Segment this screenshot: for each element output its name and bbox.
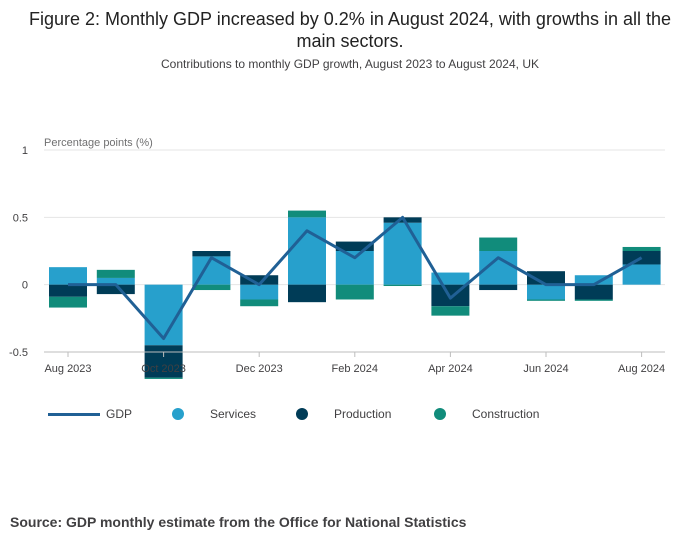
chart-plot: Percentage points (%) 1 0.5 0 -0.5 Aug 2023…: [9, 137, 665, 379]
x-tick-label: Dec 2023: [236, 363, 283, 375]
bar-production: [144, 345, 183, 378]
chart-subtitle: Contributions to monthly GDP growth, Aug…: [160, 57, 539, 71]
bar-construction: [527, 299, 565, 301]
legend-label-production: Production: [334, 407, 392, 421]
y-tick-label: -0.5: [9, 347, 28, 359]
x-tick-label: Feb 2024: [332, 363, 378, 375]
bar-production: [479, 284, 518, 291]
bar-services: [96, 277, 135, 285]
bar-services: [383, 222, 422, 285]
chart-legend: GDP Services Production Construction: [0, 407, 700, 427]
bar-construction: [144, 377, 183, 379]
x-tick-label: Apr 2024: [428, 363, 473, 375]
legend-swatch-gdp: [48, 412, 100, 416]
x-tick-label: Aug 2023: [44, 363, 91, 375]
bar-production: [192, 251, 231, 257]
bar-construction: [622, 246, 661, 251]
bar-production: [288, 284, 326, 303]
legend-swatch-production: [296, 408, 308, 420]
bar-services: [49, 267, 87, 285]
legend-item-production: Production: [296, 407, 391, 421]
bar-production: [96, 284, 135, 295]
bar-services: [622, 264, 661, 285]
legend-swatch-services: [172, 408, 184, 420]
bar-production: [49, 284, 87, 297]
y-tick-label: 1: [22, 145, 28, 157]
bar-construction: [192, 284, 231, 291]
legend-item-services: Services: [172, 407, 256, 421]
source-note: Source: GDP monthly estimate from the Of…: [10, 514, 467, 530]
bar-services: [574, 275, 613, 285]
legend-label-gdp: GDP: [106, 407, 133, 421]
bar-construction: [49, 296, 87, 308]
gdp-line: [68, 215, 643, 341]
bar-services: [527, 284, 565, 300]
bar-production: [574, 284, 613, 300]
x-tick-label: Oct 2023: [141, 363, 186, 375]
y-tick-label: 0: [22, 280, 28, 292]
bar-construction: [479, 237, 518, 251]
legend-label-services: Services: [210, 407, 257, 421]
bar-production: [335, 241, 374, 251]
x-tick-label: Aug 2024: [618, 363, 665, 375]
bar-construction: [96, 269, 135, 278]
bar-services: [288, 217, 326, 285]
y-tick-label: 0.5: [13, 212, 28, 224]
bar-services: [240, 284, 279, 300]
bar-construction: [288, 210, 326, 218]
bar-construction: [431, 306, 470, 316]
legend-swatch-construction: [434, 408, 446, 420]
bar-production: [527, 271, 565, 285]
y-axis-label: Percentage points (%): [44, 137, 153, 149]
bar-construction: [335, 284, 374, 300]
chart-title: Figure 2: Monthly GDP increased by 0.2% …: [28, 9, 671, 51]
legend-item-construction: Construction: [434, 407, 539, 421]
legend-label-construction: Construction: [472, 407, 540, 421]
legend-item-gdp: GDP: [48, 407, 132, 421]
x-tick-label: Jun 2024: [523, 363, 568, 375]
bar-construction: [383, 284, 422, 287]
bar-construction: [240, 299, 279, 307]
bar-production: [240, 275, 279, 285]
bar-construction: [574, 299, 613, 301]
